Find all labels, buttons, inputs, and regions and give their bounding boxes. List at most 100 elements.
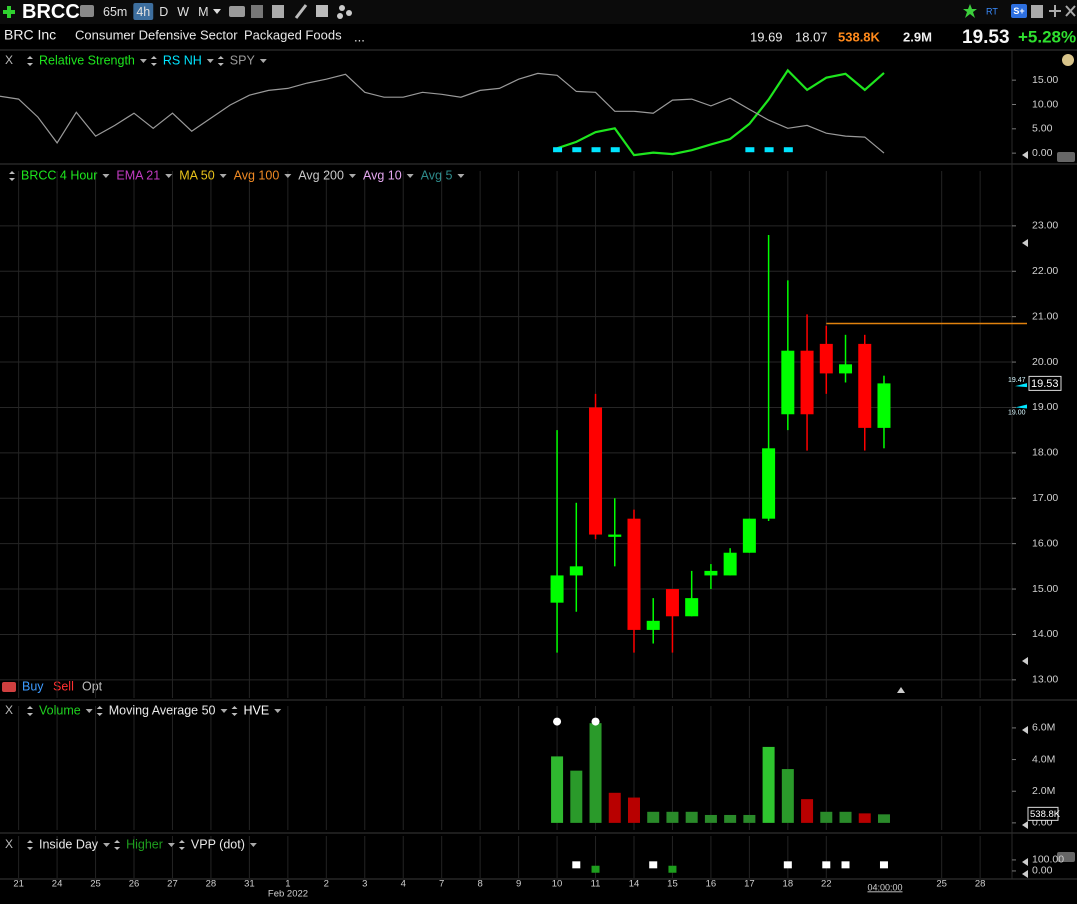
interval-dropdown[interactable] xyxy=(213,9,221,14)
scroll-arrow[interactable] xyxy=(1022,151,1028,159)
rt-badge[interactable]: RT xyxy=(986,6,998,16)
scroll-arrow[interactable] xyxy=(1022,870,1028,878)
marker xyxy=(610,147,620,153)
candle-body xyxy=(685,598,699,617)
legend-dropdown[interactable] xyxy=(259,59,267,63)
legend-dropdown[interactable] xyxy=(220,709,228,713)
interval-button[interactable]: M xyxy=(198,5,208,19)
interval-button[interactable]: 65m xyxy=(103,5,127,19)
toolbar-icon[interactable] xyxy=(229,6,245,17)
legend-dropdown[interactable] xyxy=(102,174,110,178)
legend-dropdown[interactable] xyxy=(139,59,147,63)
legend-item[interactable]: BRCC 4 Hour xyxy=(21,168,97,182)
scroll-arrow[interactable] xyxy=(1022,657,1028,665)
legend-handle[interactable] xyxy=(178,840,185,850)
legend-handle[interactable] xyxy=(96,706,103,716)
legend-item[interactable]: Inside Day xyxy=(39,837,99,851)
toolbar-icon[interactable] xyxy=(272,5,284,18)
move-icon[interactable] xyxy=(1049,5,1061,17)
interval-button[interactable]: 4h xyxy=(136,5,150,19)
panel-close[interactable]: X xyxy=(5,703,13,717)
legend-item[interactable]: Higher xyxy=(126,837,163,851)
draw-icon[interactable] xyxy=(294,4,308,19)
volume-bar xyxy=(724,814,737,823)
legend-item[interactable]: SPY xyxy=(230,53,256,67)
legend-dropdown[interactable] xyxy=(165,174,173,178)
compare-icon[interactable] xyxy=(80,5,94,17)
interval-button[interactable]: W xyxy=(177,5,189,19)
sell-button[interactable]: Sell xyxy=(53,679,74,693)
scroll-arrow[interactable] xyxy=(1022,726,1028,734)
legend-dropdown[interactable] xyxy=(457,174,465,178)
legend-item[interactable]: HVE xyxy=(244,703,270,717)
toolbar-icon[interactable] xyxy=(316,5,328,17)
legend-item[interactable]: Moving Average 50 xyxy=(109,703,216,717)
trade-icon[interactable] xyxy=(2,682,16,692)
scroll-arrow[interactable] xyxy=(1022,239,1028,247)
legend-item[interactable]: Avg 10 xyxy=(363,168,402,182)
legend-dropdown[interactable] xyxy=(167,843,175,847)
price-marker xyxy=(1028,375,1062,391)
legend-handle[interactable] xyxy=(27,56,33,66)
legend-handle[interactable] xyxy=(9,171,15,181)
legend-item[interactable]: Volume xyxy=(39,703,81,717)
sector[interactable]: Consumer Defensive Sector xyxy=(75,27,238,42)
legend-handle[interactable] xyxy=(231,706,238,716)
panel-close[interactable]: X xyxy=(5,53,13,67)
legend-dropdown[interactable] xyxy=(274,709,282,713)
legend-handle[interactable] xyxy=(27,840,33,850)
scroll-arrow[interactable] xyxy=(897,687,905,693)
x-tick-label: 11 xyxy=(591,879,601,890)
legend-item[interactable]: Avg 5 xyxy=(421,168,453,182)
scroll-arrow[interactable] xyxy=(1022,858,1028,866)
legend-dropdown[interactable] xyxy=(284,174,292,178)
legend-item[interactable]: Avg 100 xyxy=(234,168,280,182)
palette-icon[interactable] xyxy=(1062,54,1074,66)
scroll-button[interactable] xyxy=(1057,152,1075,162)
save-icon[interactable] xyxy=(1031,5,1043,18)
legend-handle[interactable] xyxy=(217,56,224,66)
toolbar-icon[interactable] xyxy=(251,5,263,18)
marker xyxy=(591,717,600,726)
y-tick-label: 15.00 xyxy=(1032,583,1058,595)
close-icon[interactable] xyxy=(1065,5,1076,17)
legend-item[interactable]: Relative Strength xyxy=(39,53,135,67)
scroll-button[interactable] xyxy=(1057,852,1075,862)
legend-item[interactable]: Avg 200 xyxy=(298,168,344,182)
legend-item[interactable]: EMA 21 xyxy=(116,168,160,182)
legend-dropdown[interactable] xyxy=(249,843,257,847)
options-button[interactable]: Opt xyxy=(82,679,103,693)
legend-handle[interactable] xyxy=(27,706,33,716)
x-tick-label: 14 xyxy=(629,879,640,890)
current-marker xyxy=(1027,806,1059,821)
add-icon[interactable] xyxy=(3,6,15,18)
buy-button[interactable]: Buy xyxy=(22,679,44,693)
legend-dropdown[interactable] xyxy=(348,174,356,178)
marker xyxy=(879,861,888,869)
interval-button[interactable]: D xyxy=(159,5,168,19)
symbol[interactable]: BRCC xyxy=(22,1,80,23)
legend-handle[interactable] xyxy=(114,840,121,850)
legend-handle[interactable] xyxy=(150,56,157,66)
scroll-arrow[interactable] xyxy=(1022,821,1028,829)
legend-dropdown[interactable] xyxy=(406,174,414,178)
legend-dropdown[interactable] xyxy=(206,59,214,63)
panel-close[interactable]: X xyxy=(5,837,13,851)
industry[interactable]: Packaged Foods xyxy=(244,27,342,42)
legend-dropdown[interactable] xyxy=(85,709,93,713)
series-line xyxy=(0,72,885,154)
watch-star[interactable] xyxy=(963,4,977,18)
marker xyxy=(822,861,831,869)
toolbar-icon[interactable] xyxy=(337,13,343,19)
legend-item[interactable]: MA 50 xyxy=(179,168,214,182)
toolbar-icon[interactable] xyxy=(339,5,345,11)
s-plus-badge[interactable] xyxy=(1011,4,1027,18)
legend-item[interactable]: RS NH xyxy=(163,53,202,67)
more[interactable]: ... xyxy=(354,29,365,44)
day-low: 18.07 xyxy=(795,29,828,44)
legend-dropdown[interactable] xyxy=(103,843,111,847)
legend-dropdown[interactable] xyxy=(219,174,227,178)
legend-item[interactable]: VPP (dot) xyxy=(191,837,245,851)
volume-bar xyxy=(570,770,583,823)
toolbar-icon[interactable] xyxy=(346,10,352,16)
